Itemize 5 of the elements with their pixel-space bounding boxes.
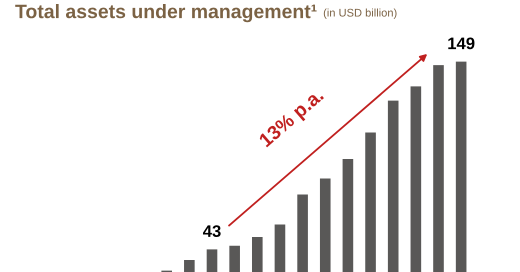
chart-subtitle: (in USD billion) [324,8,397,19]
data-label: 149 [448,37,474,50]
data-label: 43 [202,225,221,238]
annotation: 13% p.a. [258,88,327,150]
chart-title: Total assets under management¹ [15,4,317,22]
